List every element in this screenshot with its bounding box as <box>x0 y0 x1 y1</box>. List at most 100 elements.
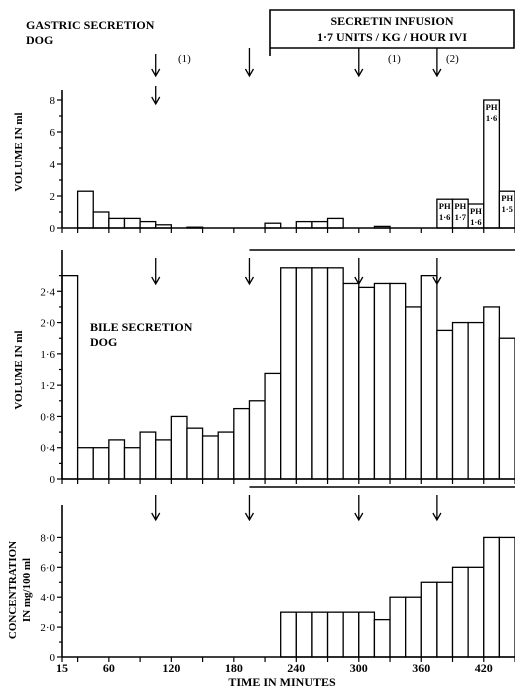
bar <box>342 611 360 658</box>
bar <box>436 581 454 658</box>
bar <box>373 618 391 658</box>
arrow-marker <box>244 48 255 78</box>
arrow-marker <box>151 258 161 286</box>
arrow-marker <box>244 258 255 286</box>
y-tick-label: 1·2 <box>40 380 55 392</box>
gastric-subtitle: DOG <box>26 33 53 47</box>
y-tick-label: 0·4 <box>40 443 55 455</box>
bar <box>326 267 344 480</box>
bile-label-line1: BILE SECRETION <box>90 320 193 334</box>
bar <box>389 596 407 658</box>
bar <box>436 329 454 480</box>
bar <box>311 611 329 658</box>
arrow-marker <box>354 48 364 78</box>
bar <box>311 267 329 480</box>
arrow-marker <box>151 495 161 522</box>
bar <box>483 536 501 658</box>
x-tick-label: 240 <box>287 661 305 675</box>
arrow-marker <box>432 258 442 286</box>
bar <box>280 267 297 480</box>
bar <box>373 282 391 480</box>
x-tick-labels: 15 60 120 180 240 300 360 420 <box>56 661 493 675</box>
bot-ylabel2: IN mg/100 ml <box>21 558 33 622</box>
bar <box>280 611 297 658</box>
bar <box>123 447 141 480</box>
bar <box>295 220 313 229</box>
ph-value: 1·7 <box>455 212 467 222</box>
y-tick-label: 6 <box>50 127 56 139</box>
arrow-marker <box>151 86 161 106</box>
ph-label: PH <box>454 201 466 211</box>
ph-label: PH <box>486 102 498 112</box>
concentration-chart: 0 2·0 4·0 6·0 8·0 <box>40 486 515 664</box>
gastric-title: GASTRIC SECRETION <box>26 18 155 32</box>
top-ylabel: VOLUME IN ml <box>13 112 25 191</box>
bar <box>498 536 515 658</box>
arrow-marker <box>151 54 161 78</box>
ph-value: 1·6 <box>470 217 481 227</box>
y-tick-label: 0·8 <box>40 411 55 423</box>
bar <box>326 611 344 658</box>
bar <box>139 431 157 480</box>
bar <box>139 220 157 229</box>
x-tick-label: 60 <box>103 661 115 675</box>
bar <box>326 217 344 229</box>
bar <box>217 431 235 480</box>
bar <box>467 321 485 480</box>
bar <box>92 447 110 480</box>
y-tick-label: 4·0 <box>40 592 55 604</box>
arrow-marker <box>244 495 255 522</box>
bar <box>201 435 219 480</box>
bar <box>358 611 376 658</box>
y-tick-label: 0 <box>50 652 56 664</box>
ph-value: 1·6 <box>486 113 497 123</box>
ph-value: 1·6 <box>439 212 450 222</box>
bile-chart: BILE SECRETION DOG 0 0·4 0·8 1·2 1·6 2·0 2·4 <box>40 249 515 486</box>
bar <box>264 372 282 480</box>
infusion-note-1: (1) <box>388 53 401 65</box>
arrow-marker <box>432 495 442 522</box>
bar <box>295 611 313 658</box>
bar <box>467 566 485 658</box>
bar <box>155 439 172 480</box>
bot-ylabel: CONCENTRATION <box>7 541 19 639</box>
x-tick-label: 180 <box>225 661 243 675</box>
bar <box>186 427 204 480</box>
arrow-marker <box>354 495 364 522</box>
y-tick-label: 0 <box>50 223 56 235</box>
y-tick-label: 8 <box>50 95 56 107</box>
infusion-rate: 1·7 UNITS / KG / HOUR IVI <box>317 30 467 44</box>
bar <box>76 447 94 480</box>
gastric-arrow-note: (1) <box>178 53 191 65</box>
ph-label: PH <box>470 206 482 216</box>
y-tick-label: 8·0 <box>40 532 55 544</box>
bar <box>389 282 407 480</box>
x-tick-label: 120 <box>162 661 180 675</box>
y-tick-label: 6·0 <box>40 562 55 574</box>
arrow-marker <box>354 258 364 286</box>
y-tick-label: 2·0 <box>40 318 55 330</box>
bar <box>451 566 469 658</box>
bar <box>76 190 94 229</box>
bar <box>170 415 188 480</box>
bar <box>295 267 313 480</box>
ph-label: PH <box>439 201 451 211</box>
x-tick-label: 300 <box>350 661 368 675</box>
bar <box>108 217 126 229</box>
arrow-marker <box>432 48 442 78</box>
bar <box>483 306 501 480</box>
bar <box>420 581 438 658</box>
bar <box>92 211 110 229</box>
infusion-box <box>269 9 515 56</box>
bar <box>233 407 251 480</box>
x-axis-label: TIME IN MINUTES <box>228 675 336 689</box>
bar <box>451 321 469 480</box>
bar <box>342 282 360 480</box>
bar <box>405 306 422 480</box>
bar <box>123 217 141 229</box>
y-tick-label: 2·4 <box>40 286 55 298</box>
bar <box>248 400 266 480</box>
x-tick-label: 420 <box>475 661 493 675</box>
bar <box>108 439 126 480</box>
